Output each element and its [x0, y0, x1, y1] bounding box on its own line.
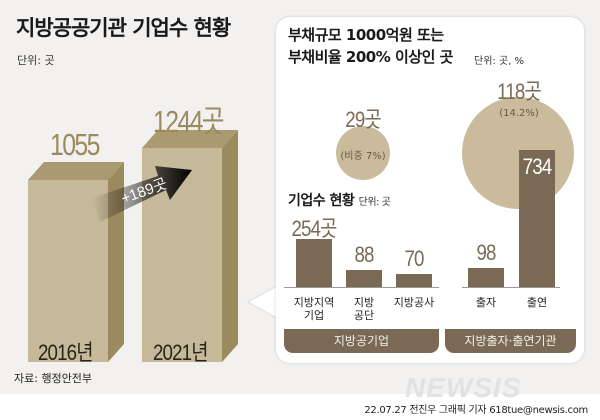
- count-title: 기업수 현황 단위: 곳: [288, 193, 391, 209]
- bar-2021: [142, 130, 238, 362]
- count-bar: [296, 238, 332, 287]
- bubble-value-118: 118곳: [497, 79, 541, 104]
- callout-tail: [246, 283, 280, 321]
- bar-side: [222, 130, 238, 362]
- count-bar: [396, 273, 432, 287]
- year-label-2016: 2016년: [38, 340, 93, 365]
- baseline-2: [462, 287, 560, 288]
- source-note: 자료: 행정안전부: [14, 372, 93, 385]
- group-label-invested-institution: 지방출자·출연기관: [445, 329, 576, 353]
- count-value-label: 70: [404, 245, 424, 271]
- count-category-label: 지방 공단: [353, 296, 375, 322]
- byline: 22.07.27 전진우 그래픽 기자 618tue@newsis.com: [364, 405, 588, 416]
- bar-front: [28, 180, 108, 362]
- bubble-share-118: (14.2%): [499, 108, 539, 119]
- increase-arrow: [92, 166, 192, 222]
- bubble-unit: 단위: 곳, %: [474, 56, 525, 67]
- count-unit: 단위: 곳: [358, 197, 391, 208]
- bubble-29: [336, 126, 390, 180]
- value-label-2016: 1055: [50, 127, 100, 162]
- bubble-value-29: 29곳: [345, 107, 381, 132]
- count-value-label: 254곳: [291, 215, 337, 241]
- count-category-label: 출연: [526, 296, 548, 309]
- year-label-2021: 2021년: [153, 340, 208, 365]
- newsis-watermark: NEWSIS: [405, 372, 522, 403]
- bubble-title: 부채규모 1000억원 또는 부채비율 200% 이상인 곳: [288, 26, 453, 66]
- count-category-label: 지방지역 기업: [293, 296, 335, 322]
- count-bar: [519, 150, 555, 287]
- value-label-2021: 1244곳: [153, 104, 225, 139]
- bubble-share-29: (비중 7%): [340, 151, 386, 162]
- count-category-label: 지방공사: [393, 296, 435, 309]
- count-value-label: 98: [476, 240, 496, 266]
- bar-top: [142, 130, 238, 148]
- page-title: 지방공공기관 기업수 현황: [16, 16, 231, 40]
- baseline-1: [284, 287, 439, 288]
- group-label-local-enterprise: 지방공기업: [284, 329, 439, 353]
- bar-2016: [28, 162, 124, 362]
- year-bars: [28, 130, 238, 362]
- unit-label: 단위: 곳: [17, 54, 55, 67]
- count-value-label: 734: [522, 154, 553, 179]
- count-category-label: 출자: [475, 296, 497, 309]
- count-bar: [346, 270, 382, 287]
- bar-top: [28, 162, 124, 180]
- count-bar: [468, 268, 504, 287]
- count-value-label: 88: [354, 242, 374, 268]
